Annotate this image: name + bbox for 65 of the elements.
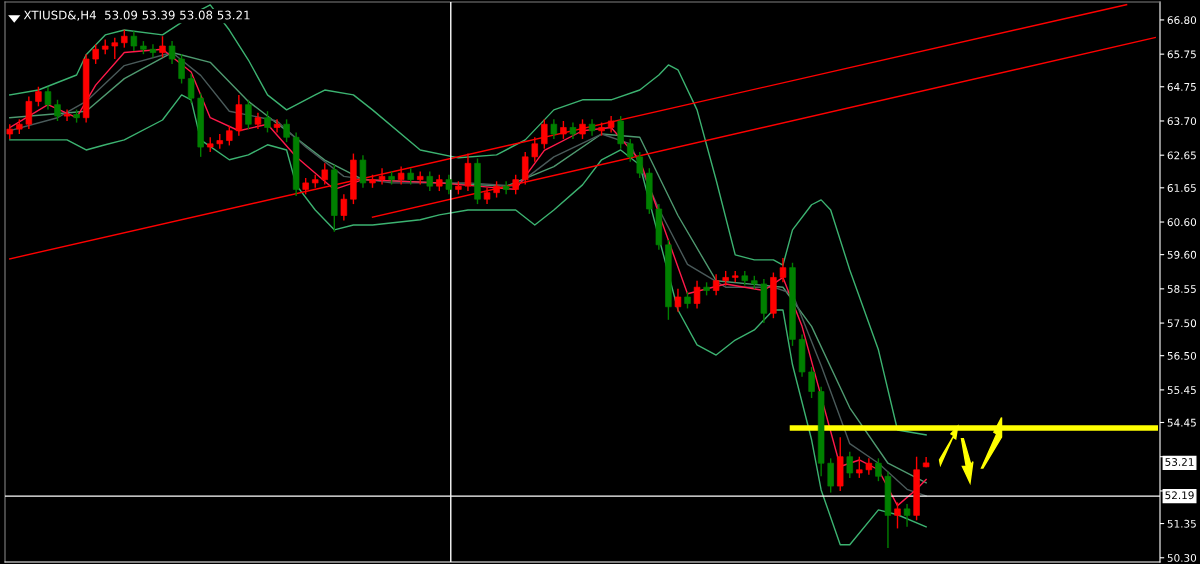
y-tick-label: 60.60 <box>1167 218 1197 227</box>
candlestick <box>321 162 328 186</box>
y-tick-label: 65.75 <box>1167 50 1196 59</box>
y-tick-label: 59.60 <box>1167 250 1197 259</box>
y-tick-label: 54.45 <box>1167 418 1196 427</box>
candlestick <box>359 154 367 189</box>
candlestick <box>226 125 233 147</box>
candlestick <box>25 95 33 130</box>
y-tick-label: 50.30 <box>1167 553 1197 562</box>
candlestick <box>130 30 138 52</box>
candlestick <box>426 170 433 192</box>
candlestick <box>159 35 166 59</box>
candlestick <box>445 174 453 196</box>
candlestick <box>464 152 472 192</box>
candlestick <box>512 174 519 196</box>
candlestick <box>44 86 52 111</box>
text: 53.21 <box>1165 458 1194 466</box>
candlestick <box>378 167 386 186</box>
candlestick <box>35 86 42 108</box>
candlestick <box>894 501 901 530</box>
y-tick-label: 57.50 <box>1167 319 1197 328</box>
candlestick <box>903 503 911 528</box>
candlestick <box>245 99 252 130</box>
candlestick <box>617 115 624 150</box>
candlestick <box>178 53 185 85</box>
candlestick <box>541 118 548 150</box>
candlestick <box>627 138 634 163</box>
y-tick-label: 61.65 <box>1167 184 1196 192</box>
candlestick <box>340 193 348 222</box>
candlestick <box>808 366 815 399</box>
y-tick-label: 66.80 <box>1167 16 1197 25</box>
y-tick-label: 51.35 <box>1167 519 1196 528</box>
line-series <box>9 4 927 436</box>
candlestick <box>283 118 290 143</box>
candlestick <box>273 118 281 134</box>
candlestick <box>531 136 538 163</box>
y-tick-label: 56.50 <box>1167 351 1197 360</box>
candlestick <box>264 110 271 134</box>
y-tick-label: 63.70 <box>1167 117 1197 126</box>
y-tick-label: 62.65 <box>1167 151 1196 160</box>
candlestick <box>522 151 529 186</box>
y-tick-label: 58.55 <box>1167 285 1196 293</box>
candlestick <box>149 43 157 59</box>
candlestick <box>693 280 701 310</box>
candlestick <box>636 151 643 179</box>
candlestick <box>111 37 118 60</box>
y-tick-label: 55.45 <box>1167 386 1196 394</box>
candlestick <box>579 118 586 140</box>
ref-line-label: 52.19 <box>1165 491 1194 500</box>
candlestick <box>856 456 863 479</box>
candlestick <box>827 457 834 494</box>
candlestick <box>502 180 510 196</box>
candlestick <box>187 73 195 104</box>
text: XTIUSD&,H4 53.09 53.39 53.08 53.21 <box>23 10 250 21</box>
candlestick <box>168 40 176 65</box>
y-tick-label: 64.75 <box>1167 82 1196 91</box>
candlestick <box>550 118 558 140</box>
candlestick <box>846 451 853 479</box>
candlestick <box>63 108 71 122</box>
candlestick <box>674 288 682 313</box>
candlestick <box>875 457 882 482</box>
candlestick <box>92 43 99 65</box>
candlestick <box>54 99 61 122</box>
candlestick <box>779 257 787 284</box>
candlestick <box>712 273 720 297</box>
